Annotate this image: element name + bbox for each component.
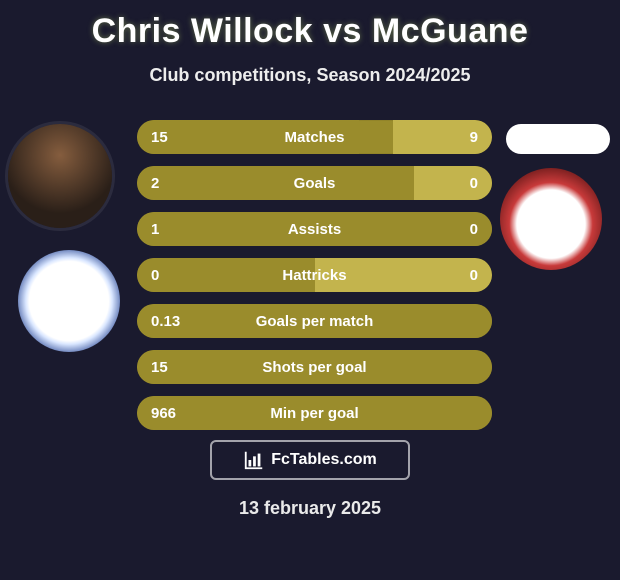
- stat-label: Hattricks: [207, 267, 422, 284]
- stat-value-right: 0: [422, 221, 492, 238]
- stat-row: 1Assists0: [137, 212, 492, 246]
- player1-avatar: [8, 124, 112, 228]
- comparison-bars: 15Matches92Goals01Assists00Hattricks00.1…: [137, 120, 492, 442]
- footer-date: 13 february 2025: [0, 498, 620, 519]
- vs-label: vs: [323, 12, 362, 50]
- stat-row: 966Min per goal: [137, 396, 492, 430]
- stat-label: Goals per match: [207, 313, 422, 330]
- stat-value-left: 0: [137, 267, 207, 284]
- stat-label: Min per goal: [207, 405, 422, 422]
- stat-label: Assists: [207, 221, 422, 238]
- chart-icon: [243, 449, 265, 471]
- subtitle: Club competitions, Season 2024/2025: [0, 65, 620, 86]
- stat-label: Shots per goal: [207, 359, 422, 376]
- stat-label: Goals: [207, 175, 422, 192]
- player1-club-badge: [18, 250, 120, 352]
- page-title: Chris Willock vs McGuane: [0, 0, 620, 51]
- stat-value-left: 15: [137, 359, 207, 376]
- stat-row: 2Goals0: [137, 166, 492, 200]
- player1-name: Chris Willock: [92, 12, 314, 50]
- brand-logo: FcTables.com: [210, 440, 410, 480]
- stat-value-right: 0: [422, 267, 492, 284]
- stat-row: 15Matches9: [137, 120, 492, 154]
- stat-value-right: 0: [422, 175, 492, 192]
- stat-row: 0.13Goals per match: [137, 304, 492, 338]
- stat-value-left: 966: [137, 405, 207, 422]
- stat-label: Matches: [207, 129, 422, 146]
- stat-value-left: 1: [137, 221, 207, 238]
- player2-name: McGuane: [372, 12, 529, 50]
- stat-value-right: 9: [422, 129, 492, 146]
- stat-row: 0Hattricks0: [137, 258, 492, 292]
- player2-avatar: [506, 124, 610, 154]
- player2-club-badge: [500, 168, 602, 270]
- stat-row: 15Shots per goal: [137, 350, 492, 384]
- brand-text: FcTables.com: [271, 451, 377, 469]
- stat-value-left: 15: [137, 129, 207, 146]
- stat-value-left: 2: [137, 175, 207, 192]
- stat-value-left: 0.13: [137, 313, 207, 330]
